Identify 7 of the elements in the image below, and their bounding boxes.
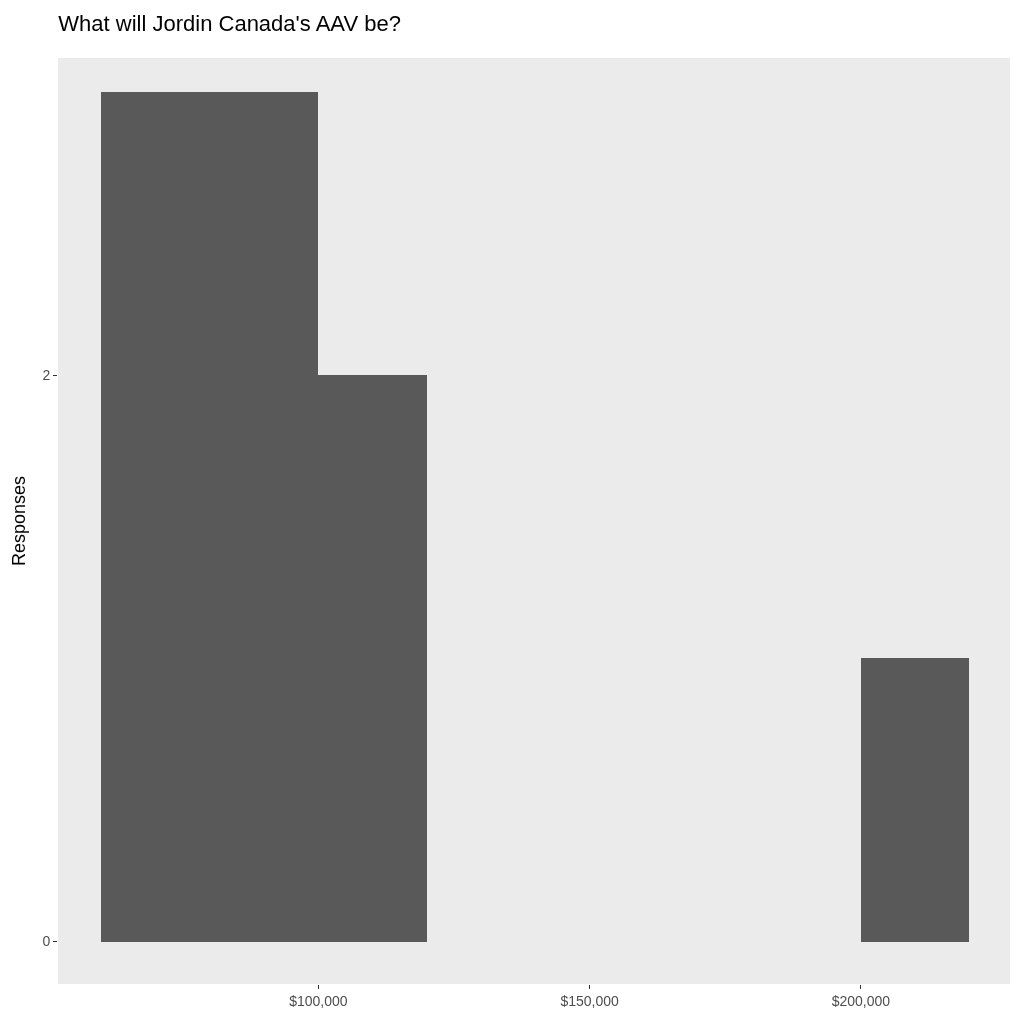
chart-title: What will Jordin Canada's AAV be? — [58, 10, 401, 36]
x-tick-label: $150,000 — [560, 992, 619, 1009]
y-tick-label: 2 — [42, 367, 51, 384]
x-tick-label: $200,000 — [831, 992, 891, 1009]
y-tick-label: 0 — [42, 933, 51, 950]
y-axis-title: Responses — [8, 475, 29, 567]
x-tick-label: $100,000 — [289, 992, 348, 1009]
